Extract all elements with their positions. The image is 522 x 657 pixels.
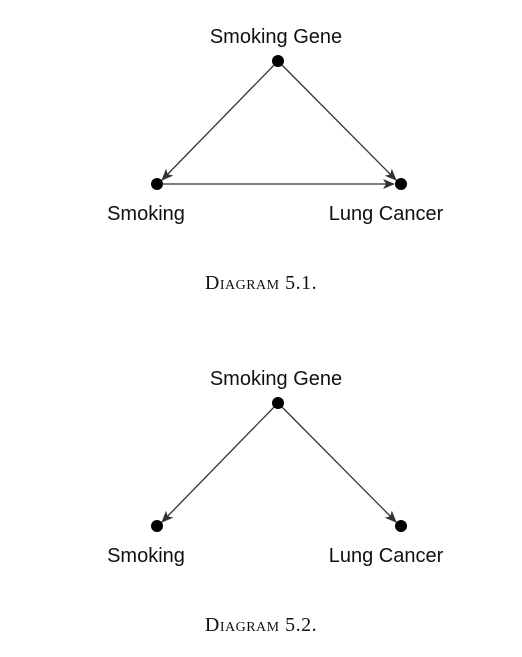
node-lung-cancer-dot <box>395 178 407 190</box>
edge-gene-to-smoking <box>161 60 279 181</box>
node-lung-cancer-dot <box>395 520 407 532</box>
node-smoking-dot <box>151 520 163 532</box>
diagram-caption: Diagram 5.1. <box>204 272 318 294</box>
node-smoking-label: Smoking <box>107 545 185 567</box>
node-lung-cancer-label: Lung Cancer <box>329 545 444 567</box>
diagram-5-2: Smoking Gene Smoking Lung Cancer Diagram… <box>0 342 522 657</box>
diagram-5-1: Smoking Gene Smoking Lung Cancer Diagram… <box>0 0 522 320</box>
causal-graph-1: Smoking Gene Smoking Lung Cancer <box>107 26 444 225</box>
node-smoking-gene-dot <box>272 55 284 67</box>
node-smoking-gene-label: Smoking Gene <box>210 368 342 390</box>
node-smoking-label: Smoking <box>107 203 185 225</box>
node-smoking-gene-dot <box>272 397 284 409</box>
node-lung-cancer-label: Lung Cancer <box>329 203 444 225</box>
edge-gene-to-cancer <box>277 60 397 181</box>
node-smoking-gene-label: Smoking Gene <box>210 26 342 48</box>
edge-gene-to-cancer <box>277 402 397 523</box>
node-smoking-dot <box>151 178 163 190</box>
edge-gene-to-smoking <box>161 402 279 523</box>
diagram-caption: Diagram 5.2. <box>204 614 318 636</box>
causal-graph-2: Smoking Gene Smoking Lung Cancer <box>107 368 444 567</box>
